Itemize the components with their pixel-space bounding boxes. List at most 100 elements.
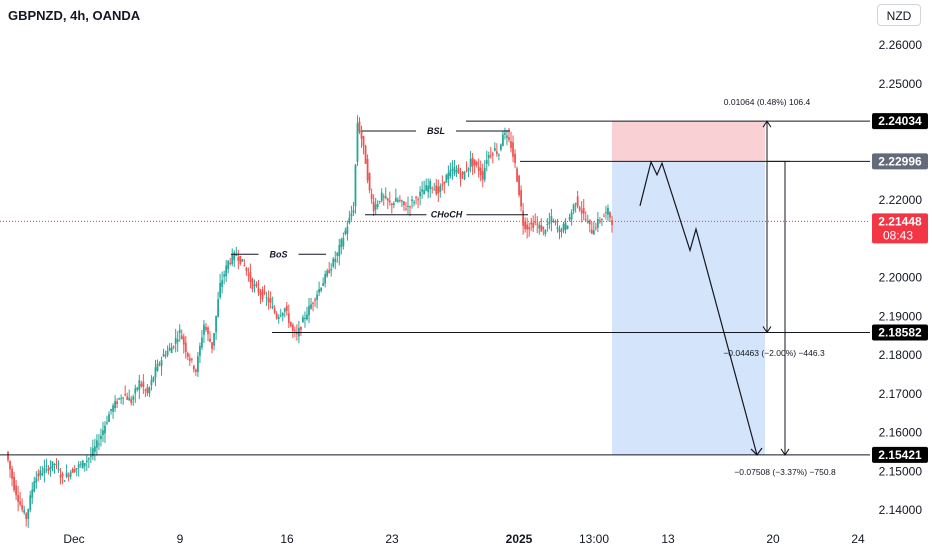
candle (261, 286, 264, 302)
candle (502, 131, 504, 147)
candle (570, 209, 573, 226)
candle (281, 312, 284, 322)
candle (263, 285, 266, 296)
candle (584, 211, 587, 222)
candle (148, 386, 151, 398)
candle (170, 342, 173, 354)
candle (516, 166, 518, 183)
candle (328, 261, 331, 274)
candle (536, 216, 539, 234)
candle (330, 263, 333, 277)
candle (287, 304, 290, 329)
candle (190, 357, 193, 363)
candle (550, 208, 553, 232)
candle (166, 345, 169, 358)
candle (481, 163, 484, 188)
candle (87, 457, 90, 469)
stop-loss-zone[interactable] (612, 121, 765, 162)
candle (239, 255, 242, 266)
stop-price-label-text: 2.24034 (878, 114, 922, 128)
candle (340, 237, 343, 255)
target-1-price-label[interactable] (872, 324, 928, 341)
time-axis[interactable]: Dec 9 16 23 2025 13:00 13 20 24 (63, 532, 865, 546)
price-axis[interactable]: 2.26000 2.25000 2.22000 2.20000 2.19000 2.180… (872, 38, 928, 517)
candle (504, 127, 506, 140)
candle (473, 159, 476, 174)
time-tick: Dec (63, 532, 84, 546)
candle (356, 115, 359, 166)
countdown-text: 08:43 (883, 228, 913, 242)
candle (350, 205, 353, 221)
time-tick: 13 (661, 532, 675, 546)
candle (41, 466, 44, 477)
price-tick: 2.15000 (879, 464, 923, 478)
candle (110, 408, 112, 415)
current-price-label[interactable] (872, 213, 928, 244)
time-tick: 23 (385, 532, 399, 546)
target-2-price-label[interactable] (872, 446, 928, 463)
take-profit-zone[interactable] (612, 161, 765, 455)
candle (122, 396, 125, 405)
candle (598, 217, 601, 224)
currency-button[interactable]: NZD (877, 4, 921, 26)
candle (322, 277, 325, 287)
candle (91, 439, 94, 461)
candle (463, 171, 466, 181)
candle (253, 279, 256, 293)
candle (437, 179, 440, 203)
drawings[interactable]: BoS BSL CHoCH 0.01064 (0.48%) 106.4 −0.04463… (0, 97, 870, 477)
candle (102, 421, 104, 443)
entry-price-label[interactable] (872, 153, 928, 170)
candles (7, 115, 613, 528)
candle (194, 368, 197, 376)
candle (203, 320, 205, 344)
price-tick: 2.19000 (879, 309, 923, 323)
candle (205, 322, 207, 333)
candle (55, 458, 58, 470)
target-1-measure-arrow-head (762, 326, 772, 334)
candle (251, 277, 254, 293)
candle (174, 328, 177, 353)
candle (138, 374, 141, 400)
candle (554, 219, 557, 226)
stop-price-label[interactable] (872, 113, 928, 130)
candle (318, 281, 320, 296)
candle (316, 290, 318, 309)
candle (106, 415, 108, 426)
candle (441, 175, 444, 191)
candle (459, 167, 462, 187)
candle (508, 127, 510, 143)
candle (489, 146, 492, 159)
candle (374, 197, 377, 216)
candle (510, 131, 512, 153)
candle (81, 459, 84, 469)
candle (479, 160, 482, 182)
risk-measure-label: 0.01064 (0.48%) 106.4 (724, 97, 811, 107)
candle (320, 287, 323, 293)
candle (469, 151, 472, 173)
projection-path[interactable] (639, 160, 758, 456)
candle (568, 213, 571, 222)
candle (243, 259, 246, 267)
candle (108, 411, 110, 423)
candle (79, 461, 82, 468)
candle (601, 218, 603, 226)
candle (225, 259, 228, 282)
candle (346, 220, 349, 241)
candle (114, 395, 116, 413)
candle (566, 225, 569, 230)
candle (401, 199, 403, 207)
candle (124, 385, 127, 397)
candle (471, 152, 474, 175)
candle (453, 159, 456, 177)
candle (396, 197, 399, 204)
price-tick: 2.17000 (879, 387, 923, 401)
candle (576, 190, 579, 209)
candle (358, 117, 361, 134)
candle (475, 160, 478, 168)
candle (611, 216, 613, 233)
target-2-measure-label: −0.07508 (−3.37%) −750.8 (734, 467, 836, 477)
candle (35, 471, 38, 489)
